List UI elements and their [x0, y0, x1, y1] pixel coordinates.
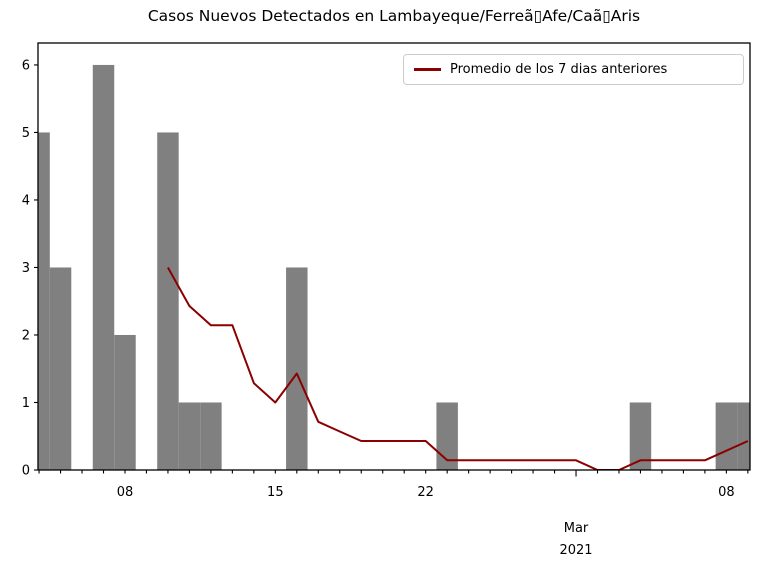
bar: [629, 402, 652, 470]
y-tick-label: 4: [22, 193, 30, 208]
legend-line-swatch: [414, 68, 441, 71]
y-tick-label: 6: [22, 58, 30, 73]
bar: [436, 402, 458, 470]
x-tick-label: 08: [117, 485, 134, 500]
y-tick-label: 2: [22, 328, 30, 343]
y-tick-label: 1: [22, 396, 30, 411]
bar: [178, 402, 201, 470]
bar: [737, 402, 750, 470]
y-tick-label: 3: [22, 261, 30, 276]
bar: [286, 267, 308, 470]
plot-border: [37, 42, 751, 471]
avg-line: [167, 267, 749, 470]
chart-title: Casos Nuevos Detectados en Lambayeque/Fe…: [147, 7, 641, 25]
bar: [200, 402, 222, 470]
bar: [49, 267, 72, 470]
x-tick-label: 22: [417, 485, 434, 500]
bar-series: [38, 64, 750, 470]
x-month-label: Mar: [564, 521, 589, 536]
x-axis: 08 15 22 08 Mar 2021: [38, 470, 749, 558]
avg-line-series: [167, 267, 749, 470]
bar: [114, 334, 136, 470]
x-tick-label: 08: [718, 485, 735, 500]
bar: [38, 132, 50, 470]
bar: [157, 132, 179, 470]
y-axis: 0 1 2 3 4 5 6: [22, 58, 38, 479]
y-tick-label: 5: [22, 126, 30, 141]
bar: [92, 64, 115, 470]
legend-label: Promedio de los 7 dias anteriores: [450, 62, 668, 77]
x-year-label: 2021: [559, 543, 592, 558]
bar: [715, 402, 738, 470]
y-tick-label: 0: [22, 464, 30, 479]
legend: Promedio de los 7 dias anteriores: [403, 54, 744, 85]
x-tick-label: 15: [267, 485, 284, 500]
